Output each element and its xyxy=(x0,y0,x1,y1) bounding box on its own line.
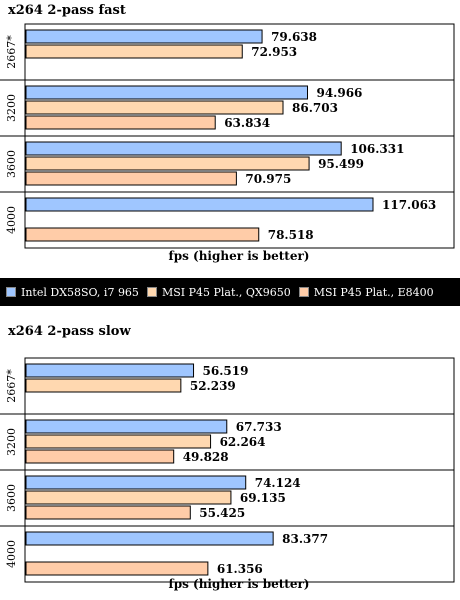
bar xyxy=(25,561,209,576)
value-label: 55.425 xyxy=(199,506,245,520)
value-label: 74.124 xyxy=(255,476,301,490)
value-label: 79.638 xyxy=(271,30,317,44)
bar xyxy=(25,490,232,505)
category-label: 2667* xyxy=(5,369,18,403)
value-label: 70.975 xyxy=(245,172,291,186)
bar xyxy=(25,85,308,100)
category-label: 3600 xyxy=(5,484,18,512)
bar xyxy=(25,141,342,156)
value-label: 49.828 xyxy=(183,450,229,464)
chart-title: x264 2-pass fast xyxy=(8,3,126,18)
value-label: 83.377 xyxy=(282,532,328,546)
category-label: 3600 xyxy=(5,150,18,178)
bar xyxy=(25,171,237,186)
legend-item: MSI P45 Plat., QX9650 xyxy=(146,285,291,299)
value-label: 86.703 xyxy=(292,101,338,115)
x-axis-label: fps (higher is better) xyxy=(169,249,310,263)
bar xyxy=(25,449,175,464)
value-label: 67.733 xyxy=(236,420,282,434)
bar xyxy=(25,115,216,130)
value-label: 52.239 xyxy=(190,379,236,393)
category-label: 4000 xyxy=(5,206,18,234)
bar xyxy=(25,29,263,44)
legend-item: Intel DX58SO, i7 965 xyxy=(6,286,139,299)
category-label: 3200 xyxy=(5,428,18,456)
legend-swatch xyxy=(298,287,309,297)
bar xyxy=(25,475,247,490)
legend-label: Intel DX58SO, i7 965 xyxy=(21,285,139,299)
legend-label: MSI P45 Plat., QX9650 xyxy=(161,285,291,299)
value-label: 72.953 xyxy=(251,45,297,59)
bar xyxy=(25,100,284,115)
legend-swatch xyxy=(6,287,16,297)
bar xyxy=(25,156,310,171)
value-label: 62.264 xyxy=(220,435,266,449)
legend: Intel DX58SO, i7 965 MSI P45 Plat., QX96… xyxy=(0,278,460,306)
legend-swatch xyxy=(146,287,157,297)
bar xyxy=(25,378,182,393)
bar xyxy=(25,505,191,520)
bar xyxy=(25,363,195,378)
value-label: 78.518 xyxy=(268,228,314,242)
value-label: 61.356 xyxy=(217,562,263,576)
value-label: 117.063 xyxy=(382,198,436,212)
value-label: 95.499 xyxy=(318,157,364,171)
category-label: 2667* xyxy=(5,35,18,69)
category-label: 3200 xyxy=(5,94,18,122)
bar xyxy=(25,44,243,59)
bar xyxy=(25,419,228,434)
bar xyxy=(25,197,374,212)
value-label: 94.966 xyxy=(316,86,362,100)
bar xyxy=(25,531,274,546)
value-label: 63.834 xyxy=(224,116,270,130)
bar xyxy=(25,227,260,242)
category-label: 4000 xyxy=(5,540,18,568)
chart-title: x264 2-pass slow xyxy=(8,324,131,339)
value-label: 56.519 xyxy=(203,364,249,378)
x-axis-label: fps (higher is better) xyxy=(169,577,310,591)
value-label: 106.331 xyxy=(350,142,404,156)
legend-label: MSI P45 Plat., E8400 xyxy=(313,285,434,299)
legend-item: MSI P45 Plat., E8400 xyxy=(298,285,434,299)
bar xyxy=(25,434,212,449)
chart-slow: x264 2-pass slow 2667* 56.519 52.239 3200 67… xyxy=(0,306,460,600)
chart-fast: x264 2-pass fast 2667* 79.638 72.953 3200 94… xyxy=(0,0,460,278)
value-label: 69.135 xyxy=(240,491,286,505)
